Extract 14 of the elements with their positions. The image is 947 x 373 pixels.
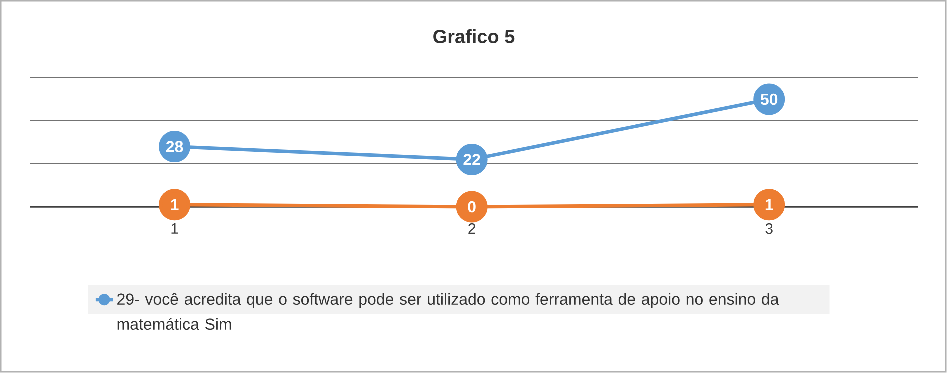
data-label: 1 (766, 199, 774, 210)
data-label: 22 (464, 154, 480, 166)
point (754, 189, 786, 221)
data-label: 0 (468, 201, 476, 213)
legend-label: 29- você acredita que o software pode ser utilizado como ferramenta de apoio no ensino da matemática Sim (118, 293, 780, 330)
point (456, 191, 488, 223)
x-tick-label: 3 (766, 224, 773, 234)
chart-title: Grafico 5 (434, 30, 515, 44)
x-tick-label: 1 (172, 224, 178, 234)
x-tick-label: 2 (468, 224, 476, 234)
point (159, 189, 191, 221)
data-label: 1 (171, 199, 179, 210)
data-label: 28 (166, 141, 184, 152)
data-label: 50 (760, 94, 778, 106)
